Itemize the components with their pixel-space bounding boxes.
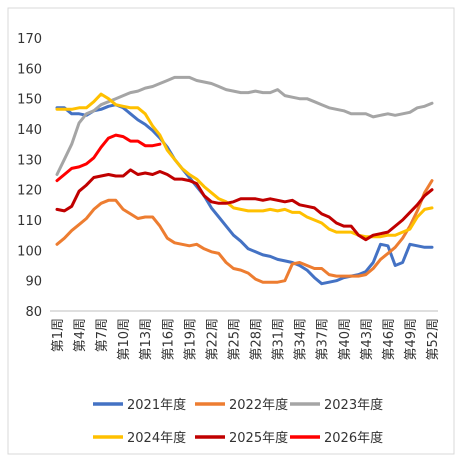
- legend-label: 2026年度: [324, 430, 383, 446]
- y-tick-label: 160: [17, 62, 42, 77]
- x-tick-label: 第49周: [404, 318, 419, 361]
- series-line: [55, 133, 162, 183]
- legend-label: 2021年度: [127, 397, 186, 413]
- x-tick-label: 第16周: [161, 318, 176, 361]
- y-tick-label: 130: [17, 153, 42, 168]
- x-tick-label: 第19周: [183, 318, 198, 361]
- series-line: [55, 75, 434, 176]
- x-tick-label: 第22周: [205, 318, 220, 361]
- x-tick-label: 第25周: [227, 318, 242, 361]
- y-tick-label: 150: [17, 93, 42, 108]
- x-tick-label: 第52周: [426, 318, 441, 361]
- x-tick-label: 第7周: [95, 318, 110, 352]
- y-tick-label: 110: [17, 214, 42, 229]
- x-tick-label: 第31周: [272, 318, 287, 361]
- y-tick-label: 90: [25, 275, 42, 290]
- chart-frame: [7, 7, 455, 455]
- series-line: [55, 168, 434, 242]
- x-tick-label: 第4周: [73, 318, 88, 352]
- y-tick-label: 100: [17, 244, 42, 259]
- legend-label: 2022年度: [229, 397, 288, 413]
- y-tick-label: 80: [25, 305, 42, 320]
- x-tick-label: 第1周: [51, 318, 66, 352]
- x-tick-label: 第37周: [316, 318, 331, 361]
- x-tick-label: 第28周: [250, 318, 265, 361]
- y-tick-label: 140: [17, 123, 42, 138]
- y-tick-label: 170: [17, 32, 42, 47]
- x-tick-label: 第40周: [338, 318, 353, 361]
- x-tick-label: 第34周: [294, 318, 309, 361]
- x-tick-label: 第43周: [360, 318, 375, 361]
- legend-label: 2023年度: [324, 397, 383, 413]
- series-line: [55, 103, 434, 286]
- series-line: [55, 179, 434, 284]
- x-tick-label: 第13周: [139, 318, 154, 361]
- y-tick-label: 120: [17, 184, 42, 199]
- legend-label: 2025年度: [229, 430, 288, 446]
- legend-label: 2024年度: [127, 430, 186, 446]
- x-tick-label: 第46周: [382, 318, 397, 361]
- x-tick-label: 第10周: [117, 318, 132, 361]
